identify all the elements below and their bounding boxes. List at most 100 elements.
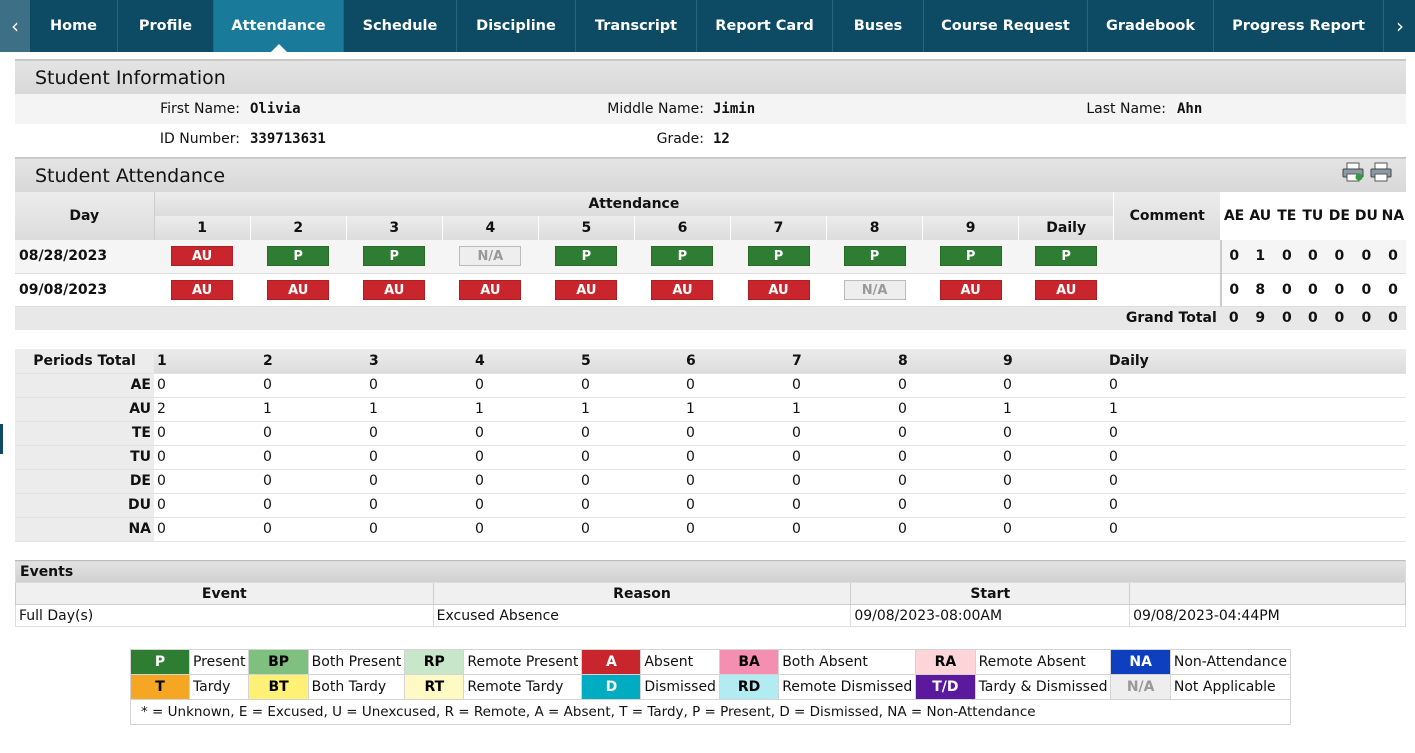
info-row-names: First Name: Olivia Middle Name: Jimin La… (15, 94, 1406, 124)
attendance-cell: AU (923, 273, 1019, 306)
periods-col-header: 5 (578, 349, 683, 374)
periods-col-header: 1 (154, 349, 260, 374)
count-header: TE (1277, 208, 1297, 224)
legend-code: RP (404, 649, 465, 675)
nav-prev-button[interactable]: ‹ (0, 0, 30, 52)
attendance-cell: AU (154, 273, 250, 306)
tab-attendance[interactable]: Attendance (214, 0, 344, 52)
periods-row-label: DU (15, 493, 154, 518)
periods-cell: 0 (895, 469, 1000, 494)
periods-cell: 0 (154, 373, 260, 398)
attendance-code-chip[interactable]: N/A (459, 246, 522, 267)
comment-header: Comment (1113, 192, 1222, 240)
table-row: Full Day(s) Excused Absence 09/08/2023-0… (15, 604, 1406, 627)
attendance-code-chip[interactable]: P (651, 246, 714, 267)
attendance-cell: AU (154, 240, 250, 273)
tab-gradebook[interactable]: Gradebook (1088, 0, 1214, 52)
periods-col-header: 3 (366, 349, 472, 374)
tab-course-request[interactable]: Course Request (924, 0, 1088, 52)
count-header: DE (1328, 208, 1350, 224)
attendance-code-chip[interactable]: N/A (843, 279, 906, 300)
legend-label: Non-Attendance (1169, 649, 1292, 675)
tab-transcript[interactable]: Transcript (576, 0, 697, 52)
tab-progress-report[interactable]: Progress Report (1214, 0, 1384, 52)
attendance-code-chip[interactable]: AU (1035, 279, 1098, 300)
periods-cell: 0 (789, 421, 895, 446)
attendance-code-chip[interactable]: AU (555, 279, 618, 300)
period-header: 4 (441, 216, 539, 240)
legend-table: P Present BP Both Present RP Remote Present A A… (130, 649, 1292, 725)
attendance-code-chip[interactable]: P (843, 246, 906, 267)
attendance-code-chip[interactable]: P (1035, 246, 1098, 267)
table-row: AU 2 1 1 1 1 1 1 0 1 1 (15, 397, 1406, 422)
table-row: DE 0 0 0 0 0 0 0 0 0 0 (15, 469, 1406, 494)
attendance-day: 09/08/2023 (19, 281, 108, 298)
periods-cell: 0 (683, 469, 789, 494)
legend-label: Absent (640, 649, 720, 675)
attendance-code-chip[interactable]: AU (171, 246, 234, 267)
attendance-code-chip[interactable]: AU (267, 279, 330, 300)
attendance-code-chip[interactable]: P (747, 246, 810, 267)
attendance-code-chip[interactable]: P (363, 246, 426, 267)
attendance-title: Student Attendance (35, 164, 226, 187)
periods-cell: 0 (578, 421, 683, 446)
tab-buses[interactable]: Buses (833, 0, 924, 52)
periods-cell: 0 (895, 397, 1000, 422)
attendance-code-chip[interactable]: P (939, 246, 1002, 267)
events-table: Events Event Reason Start Full Day(s) Ex… (15, 560, 1406, 627)
attendance-code-chip[interactable]: AU (939, 279, 1002, 300)
periods-cell: 1 (1106, 397, 1406, 422)
legend-label: Both Absent (778, 649, 917, 675)
periods-cell: 0 (366, 469, 472, 494)
tab-schedule[interactable]: Schedule (344, 0, 457, 52)
tab-discipline[interactable]: Discipline (457, 0, 576, 52)
table-row: TE 0 0 0 0 0 0 0 0 0 0 (15, 421, 1406, 446)
legend-footer: * = Unknown, E = Excused, U = Unexcused,… (130, 699, 1291, 725)
count-header: DU (1354, 208, 1378, 224)
tab-report-card[interactable]: Report Card (697, 0, 833, 52)
attendance-comment (1113, 273, 1222, 306)
table-row: DU 0 0 0 0 0 0 0 0 0 0 (15, 493, 1406, 518)
attendance-code-chip[interactable]: AU (651, 279, 714, 300)
attendance-count: 0 (1361, 281, 1372, 298)
periods-cell: 0 (578, 517, 683, 542)
attendance-count: 0 (1281, 281, 1292, 298)
legend-label: Both Tardy (307, 674, 406, 700)
periods-cell: 0 (789, 469, 895, 494)
nav-next-button[interactable]: › (1385, 0, 1415, 52)
tab-home[interactable]: Home (30, 0, 118, 52)
attendance-code-chip[interactable]: AU (363, 279, 426, 300)
attendance-count: 0 (1388, 281, 1398, 298)
attendance-code-chip[interactable]: AU (171, 279, 234, 300)
attendance-cell: P (730, 240, 826, 273)
attendance-code-chip[interactable]: AU (459, 279, 522, 300)
periods-cell: 0 (789, 373, 895, 398)
periods-cell: 0 (578, 373, 683, 398)
events-col-reason: Reason (432, 582, 852, 605)
tab-profile[interactable]: Profile (118, 0, 214, 52)
day-header: Day (15, 192, 155, 240)
attendance-count: 0 (1307, 248, 1318, 265)
legend-code: P (130, 649, 190, 675)
grand-total-au: 9 (1255, 310, 1266, 327)
attendance-count: 0 (1334, 248, 1345, 265)
event-name: Full Day(s) (15, 604, 434, 627)
periods-cell: 0 (154, 445, 260, 470)
periods-cell: 0 (260, 421, 366, 446)
print-icon[interactable] (1370, 162, 1392, 182)
attendance-code-chip[interactable]: AU (747, 279, 810, 300)
legend-label: Present (188, 649, 250, 675)
event-end: 09/08/2023-04:44PM (1129, 604, 1406, 627)
legend-code: BA (718, 649, 780, 675)
event-start: 09/08/2023-08:00AM (850, 604, 1131, 627)
info-row-id: ID Number: 339713631 Grade: 12 (15, 124, 1406, 154)
period-header: 3 (345, 216, 443, 240)
print-icon[interactable] (1342, 162, 1364, 182)
attendance-cell: P (827, 240, 923, 273)
attendance-code-chip[interactable]: P (555, 246, 618, 267)
period-header: 7 (729, 216, 827, 240)
grand-total-te: 0 (1281, 310, 1292, 327)
periods-col-header: 9 (1000, 349, 1106, 374)
periods-cell: 1 (260, 397, 366, 422)
attendance-code-chip[interactable]: P (267, 246, 330, 267)
